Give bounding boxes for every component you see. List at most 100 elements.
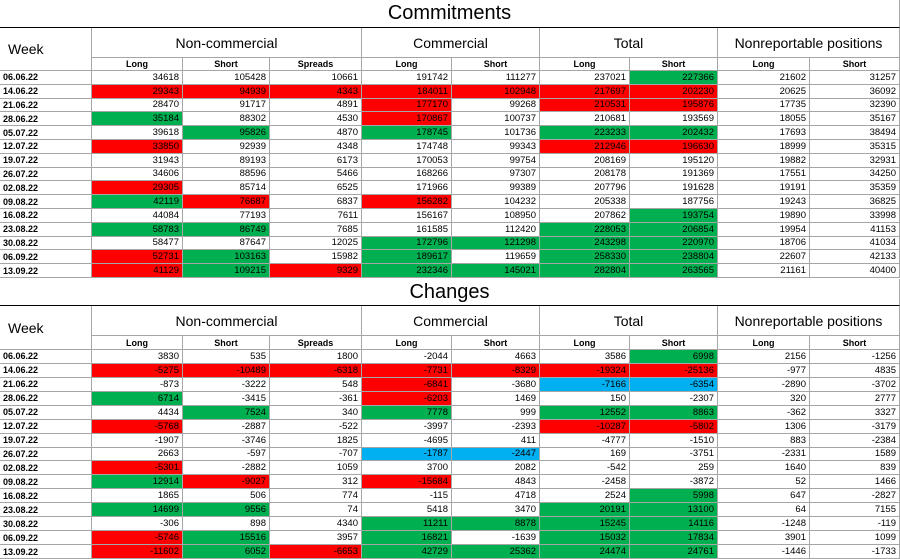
value-cell-text: 21602 (779, 71, 806, 83)
week-date-text: 23.08.22 (3, 224, 39, 235)
value-cell: 1640 (718, 461, 810, 476)
week-date: 26.07.22 (0, 167, 92, 182)
value-cell-text: 19191 (779, 182, 806, 194)
value-cell: -11602 (92, 545, 183, 559)
value-cell-text: -10287 (596, 420, 626, 432)
value-cell-text: 189617 (416, 251, 448, 263)
value-cell-text: 58783 (152, 223, 179, 235)
value-cell-text: 76687 (239, 196, 266, 208)
value-cell: -1446 (718, 545, 810, 559)
value-cell-text: 10661 (331, 71, 358, 83)
group-header: Total (540, 28, 718, 58)
value-cell-text: 38494 (869, 127, 896, 139)
week-date-text: 21.06.22 (3, 99, 39, 110)
value-cell-text: 4891 (336, 99, 358, 111)
value-cell: 411 (452, 433, 540, 448)
value-cell: -119 (810, 517, 900, 532)
value-cell-text: 121298 (504, 237, 536, 249)
week-date-text: 26.07.22 (3, 168, 39, 179)
value-cell: 238804 (630, 250, 718, 265)
value-cell: 41153 (810, 222, 900, 237)
value-cell-text: 145021 (504, 265, 536, 277)
value-cell-text: -2890 (781, 378, 806, 390)
value-cell-text: 232346 (416, 265, 448, 277)
group-header-text: Nonreportable positions (734, 34, 883, 51)
value-cell-text: -1256 (871, 350, 896, 362)
value-cell-text: 506 (250, 490, 266, 502)
value-cell: 108950 (452, 209, 540, 223)
week-header-text: Week (8, 319, 44, 336)
value-cell: 102948 (452, 84, 540, 99)
value-cell: -2890 (718, 377, 810, 392)
value-cell-text: -5802 (689, 420, 714, 432)
sub-header: Long (92, 58, 183, 71)
week-date: 05.07.22 (0, 405, 92, 420)
value-cell: 4340 (270, 517, 362, 532)
value-cell-text: 171966 (416, 182, 448, 194)
value-cell: -7731 (362, 363, 452, 378)
value-cell-text: 6173 (336, 154, 358, 166)
value-cell: 5998 (630, 489, 718, 504)
value-cell: 31943 (92, 153, 183, 168)
value-cell: -2384 (810, 433, 900, 448)
value-cell-text: 19243 (779, 196, 806, 208)
value-cell-text: 238804 (682, 251, 714, 263)
value-cell: 2663 (92, 447, 183, 462)
value-cell: 177170 (362, 98, 452, 113)
value-cell-text: 237021 (594, 71, 626, 83)
value-cell-text: -7731 (423, 364, 448, 376)
value-cell: 24474 (540, 545, 630, 559)
value-cell-text: -522 (338, 420, 358, 432)
value-cell-text: 11211 (422, 518, 448, 530)
value-cell: 14116 (630, 517, 718, 532)
section-title: Commitments (0, 0, 900, 28)
value-cell: -361 (270, 391, 362, 406)
value-cell: 17551 (718, 167, 810, 182)
value-cell-text: -707 (338, 448, 358, 460)
value-cell-text: 1800 (336, 350, 358, 362)
value-cell-text: 41153 (870, 223, 896, 235)
value-cell: 150 (540, 391, 630, 406)
group-header-text: Non-commercial (175, 34, 278, 51)
value-cell: -10287 (540, 419, 630, 434)
value-cell: 10661 (270, 71, 362, 85)
value-cell-text: 2524 (604, 490, 626, 502)
value-cell: -1733 (810, 545, 900, 559)
value-cell: 3957 (270, 531, 362, 546)
value-cell: 223233 (540, 126, 630, 140)
value-cell-text: -11602 (150, 546, 179, 558)
sub-header: Short (630, 336, 718, 350)
week-date: 21.06.22 (0, 98, 92, 113)
value-cell-text: 1059 (336, 462, 358, 474)
value-cell: 1469 (452, 391, 540, 406)
sub-header-text: Long (752, 337, 775, 348)
value-cell-text: 91717 (239, 99, 266, 111)
value-cell: 774 (270, 489, 362, 504)
week-date-text: 02.08.22 (3, 182, 39, 193)
value-cell-text: 24474 (599, 546, 626, 558)
sub-header: Long (92, 336, 183, 350)
value-cell-text: 12025 (331, 237, 358, 249)
value-cell: 88596 (183, 167, 270, 182)
value-cell: -1256 (810, 350, 900, 364)
value-cell-text: 97307 (509, 168, 536, 180)
value-cell-text: -2458 (601, 476, 626, 488)
value-cell: 21161 (718, 264, 810, 278)
value-cell-text: 17735 (779, 99, 806, 111)
value-cell: 112420 (452, 222, 540, 237)
value-cell: -3179 (810, 419, 900, 434)
value-cell: 14699 (92, 503, 183, 518)
value-cell: -9027 (183, 475, 270, 490)
value-cell: 42133 (810, 250, 900, 265)
value-cell: 34250 (810, 167, 900, 182)
value-cell-text: 999 (520, 406, 536, 418)
value-cell: -3415 (183, 391, 270, 406)
value-cell-text: 105428 (234, 71, 266, 83)
value-cell-text: 24761 (687, 546, 714, 558)
value-cell-text: -25136 (684, 364, 714, 376)
value-cell-text: 2663 (157, 448, 179, 460)
week-date: 16.08.22 (0, 209, 92, 223)
value-cell: -1639 (452, 531, 540, 546)
value-cell-text: 2777 (874, 392, 896, 404)
value-cell: -5802 (630, 419, 718, 434)
